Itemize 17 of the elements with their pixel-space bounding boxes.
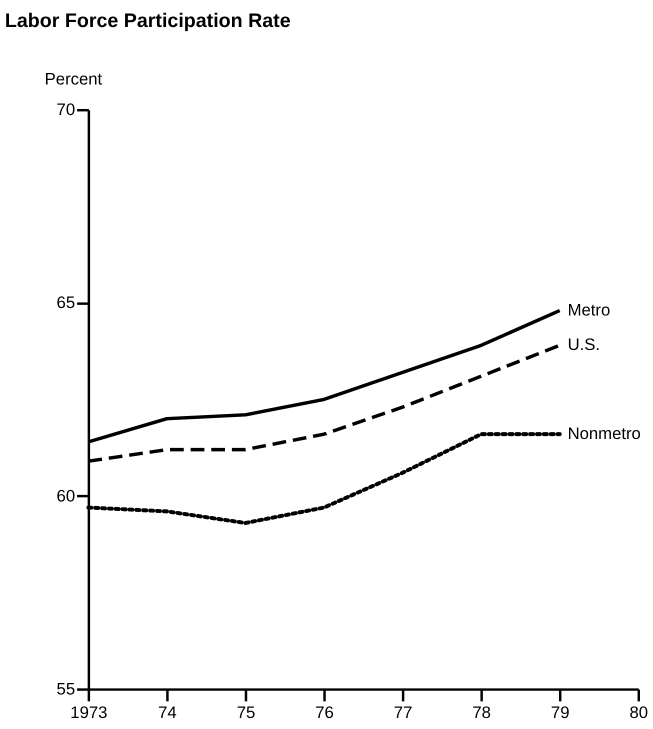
x-tick-label: 1973 — [70, 703, 108, 722]
y-axis-title: Percent — [44, 70, 103, 89]
x-tick-label: 78 — [472, 703, 491, 722]
y-tick-label: 70 — [56, 100, 76, 120]
chart-title: Labor Force Participation Rate — [4, 10, 291, 32]
series-label: U.S. — [568, 335, 600, 354]
series-label: Nonmetro — [568, 424, 641, 444]
y-tick-label: 55 — [56, 679, 76, 698]
x-tick-label: 74 — [158, 703, 177, 722]
y-tick-label: 60 — [56, 486, 76, 506]
x-tick-label: 80 — [629, 703, 648, 722]
x-tick-label: 76 — [315, 703, 334, 722]
y-tick-label: 65 — [56, 293, 76, 312]
x-tick-label: 75 — [236, 703, 256, 722]
x-tick-label: 79 — [550, 703, 570, 722]
x-tick-label: 77 — [394, 703, 412, 722]
series-label: Metro — [568, 300, 610, 320]
